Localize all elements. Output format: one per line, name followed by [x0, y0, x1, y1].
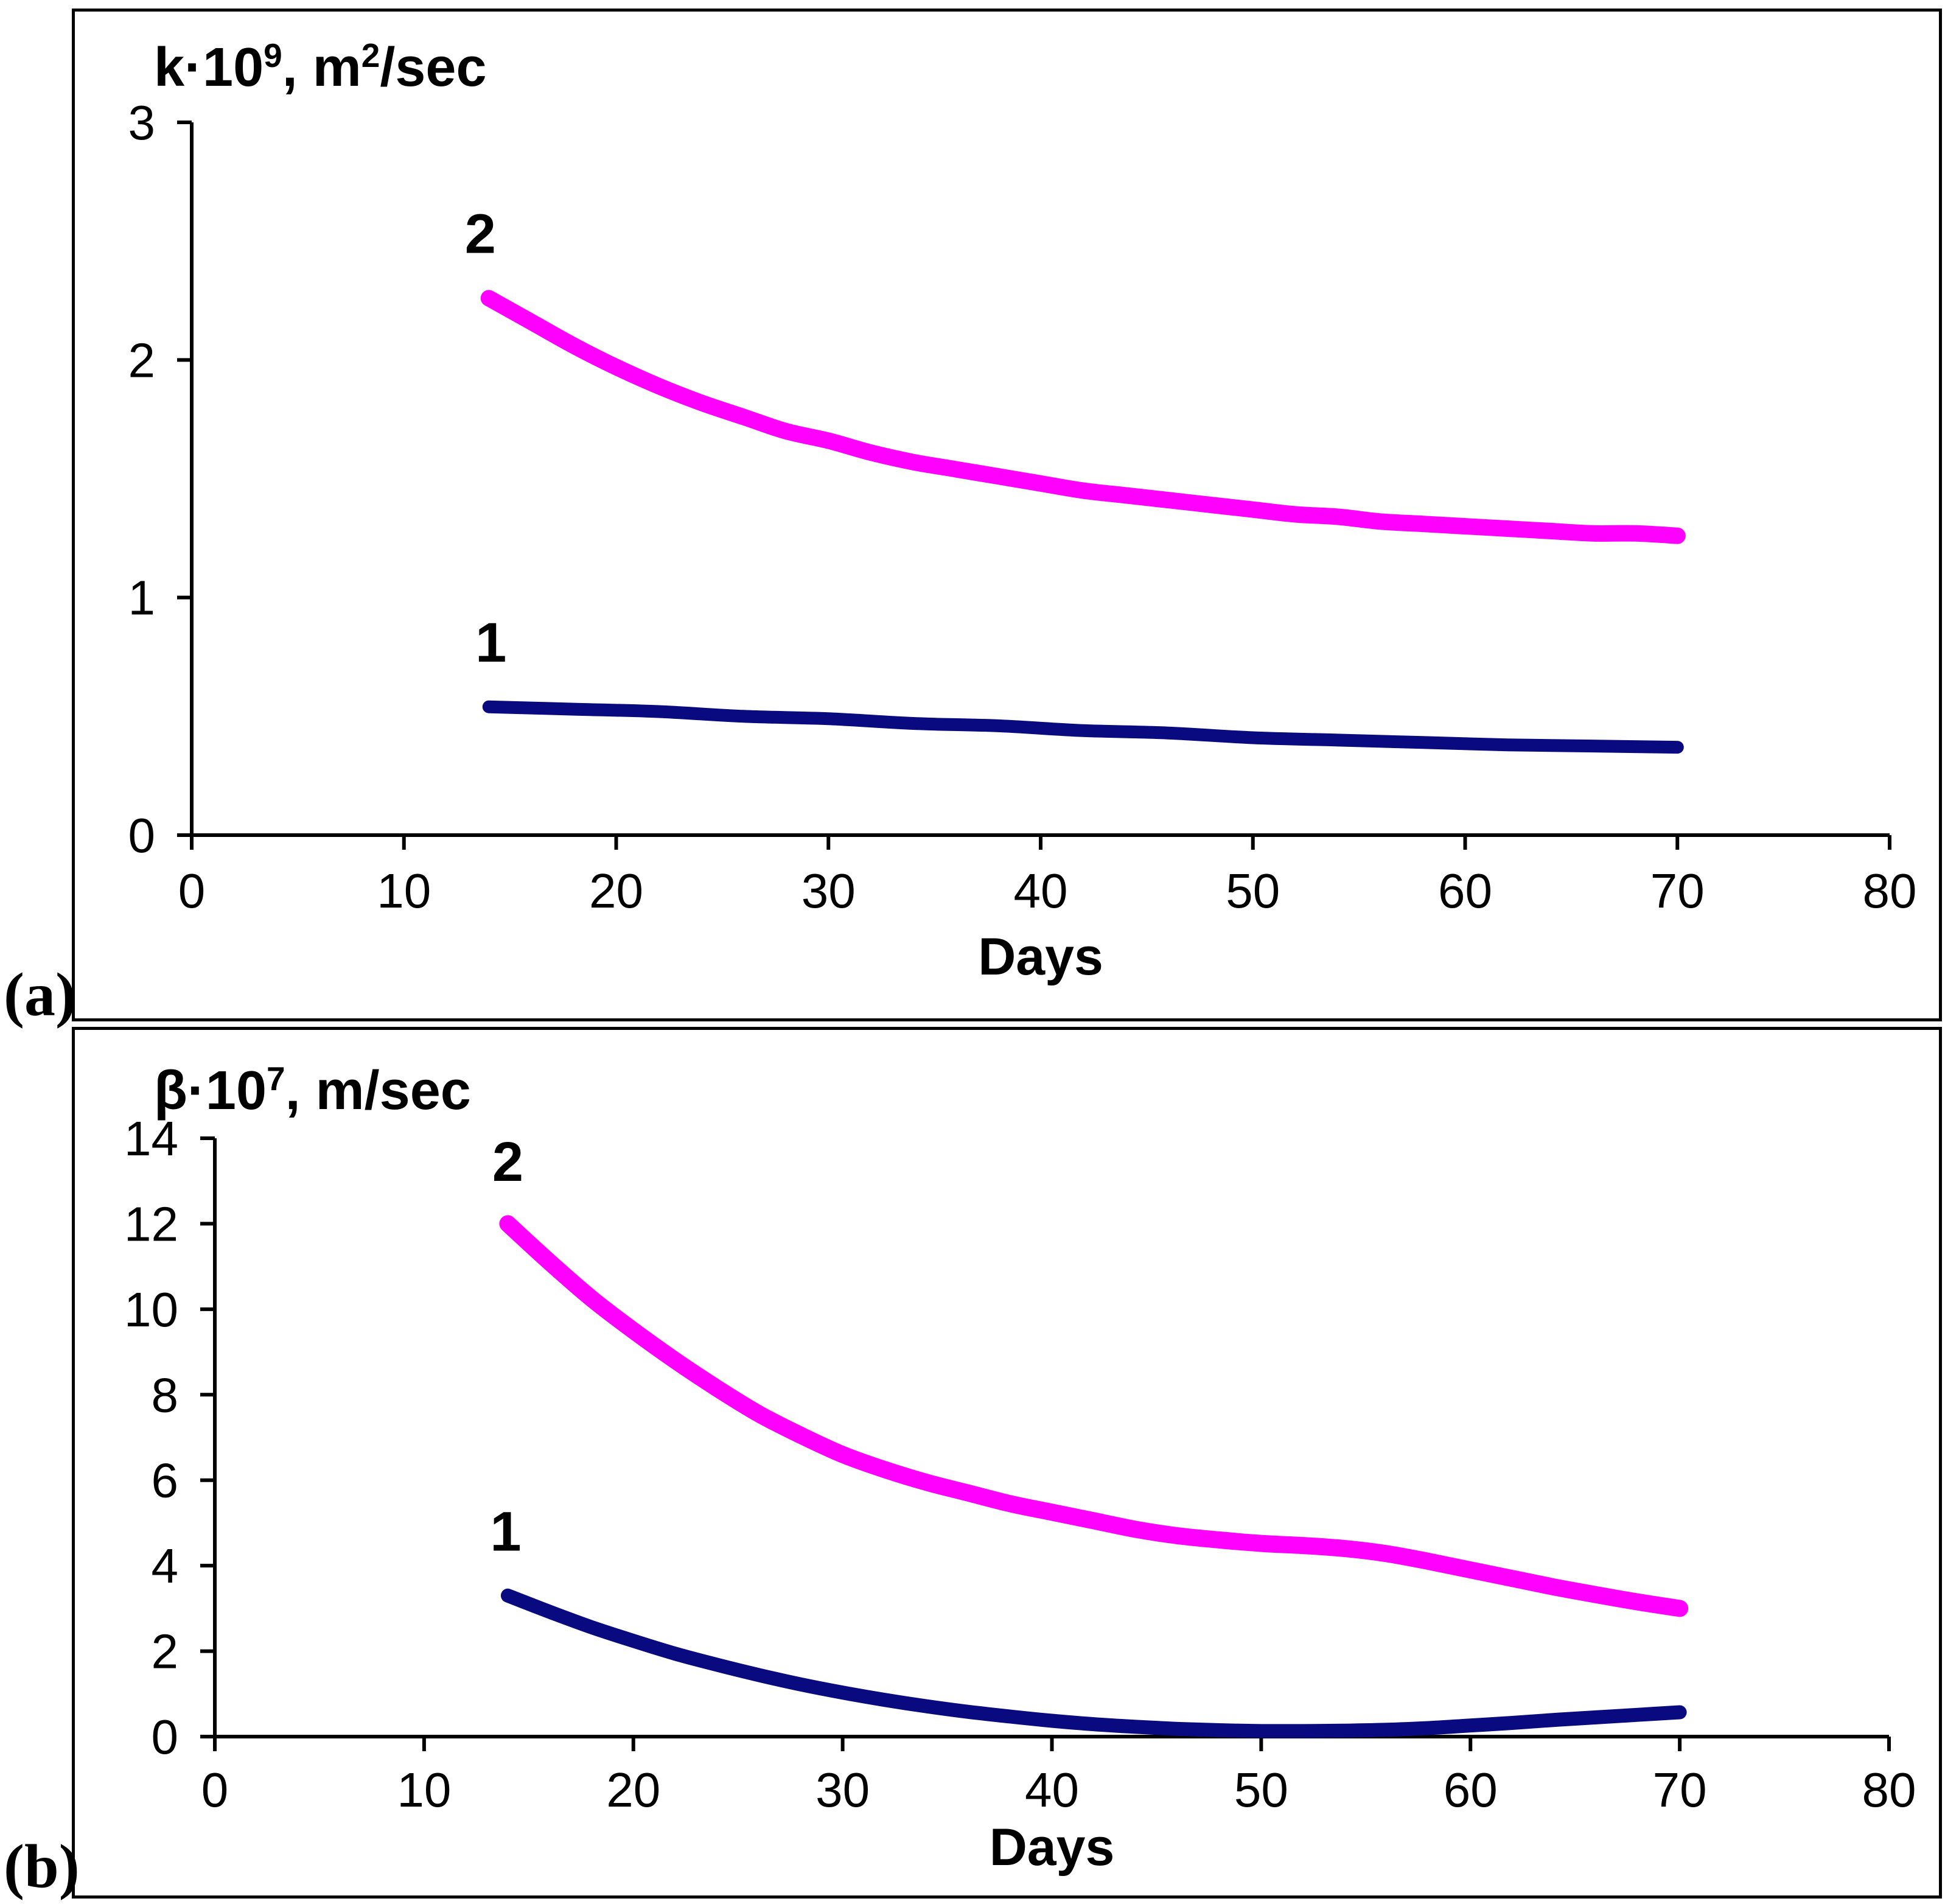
chart-a-title-sup: 9 [264, 37, 282, 74]
series-2-curve-b [499, 1215, 1689, 1617]
panel-b-letter: (b) [4, 1832, 80, 1901]
panel-a-letter: (a) [4, 961, 76, 1029]
chart-b-title-mid: , m/sec [285, 1060, 471, 1121]
x-tick-label-b: 0 [201, 1763, 229, 1817]
x-tick-label-b: 20 [606, 1763, 660, 1817]
series-1-curve-b [500, 1588, 1687, 1738]
x-tick-label-a: 10 [377, 864, 431, 918]
y-tick-label-b: 12 [124, 1197, 178, 1251]
chart-b-title-sup: 7 [267, 1060, 285, 1097]
x-tick-label-a: 30 [801, 864, 856, 918]
series-1-curve-a [482, 700, 1684, 754]
x-tick-label-a: 20 [589, 864, 643, 918]
x-axis-title-a: Days [978, 928, 1103, 986]
y-tick-label-b: 8 [152, 1368, 179, 1422]
x-tick-label-a: 60 [1438, 864, 1492, 918]
chart-b-panel: β·107, m/sec 0 10 20 30 40 50 60 70 80 0 2 4 6 8 10 12 1… [72, 1027, 1942, 1899]
chart-b-title: β·107, m/sec [154, 1059, 471, 1122]
x-tick-label-b: 50 [1234, 1763, 1288, 1817]
y-tick-label-a: 1 [128, 571, 156, 625]
y-tick-label-b: 10 [124, 1283, 178, 1337]
chart-a-title: k·109, m2/sec [154, 36, 487, 99]
y-tick-label-b: 6 [152, 1454, 179, 1508]
chart-b-title-base: β·10 [154, 1060, 267, 1121]
x-tick-label-b: 30 [815, 1763, 870, 1817]
y-tick-label-b: 14 [124, 1111, 178, 1166]
series-2-label-a: 2 [465, 203, 496, 265]
y-tick-label-b: 2 [152, 1625, 179, 1679]
chart-a-title-sup2: 2 [361, 37, 380, 74]
x-tick-label-b: 40 [1025, 1763, 1079, 1817]
series-2-label-b: 2 [492, 1131, 523, 1193]
x-tick-label-a: 40 [1014, 864, 1068, 918]
x-tick-label-a: 0 [178, 864, 206, 918]
chart-a-plot: 0 10 20 30 40 50 60 70 80 0 1 2 3 Days 2 1 [128, 96, 1917, 986]
x-tick-label-b: 60 [1444, 1763, 1498, 1817]
series-2-curve-a [480, 290, 1686, 544]
chart-a-title-base: k·10 [154, 37, 264, 98]
series-1-label-b: 1 [490, 1501, 521, 1563]
y-tick-label-b: 0 [152, 1710, 179, 1764]
chart-a-panel: k·109, m2/sec 0 10 20 30 40 50 60 70 80 0 1 2 3 Days 2… [72, 9, 1942, 1021]
chart-a-title-mid: , m [282, 37, 361, 98]
x-tick-label-b: 70 [1653, 1763, 1707, 1817]
y-tick-label-a: 3 [128, 96, 156, 150]
y-tick-label-a: 0 [128, 808, 156, 863]
y-tick-label-a: 2 [128, 333, 156, 387]
x-tick-label-a: 50 [1226, 864, 1280, 918]
chart-b-plot: 0 10 20 30 40 50 60 70 80 0 2 4 6 8 10 12 14 Days 2 1 [124, 1111, 1916, 1877]
x-tick-label-b: 80 [1862, 1763, 1916, 1817]
x-axis-title-b: Days [990, 1818, 1115, 1877]
chart-a-title-end: /sec [380, 37, 487, 98]
x-tick-label-b: 10 [397, 1763, 451, 1817]
y-tick-label-b: 4 [152, 1539, 179, 1593]
x-tick-label-a: 80 [1863, 864, 1917, 918]
series-1-label-a: 1 [475, 612, 506, 674]
x-tick-label-a: 70 [1650, 864, 1705, 918]
